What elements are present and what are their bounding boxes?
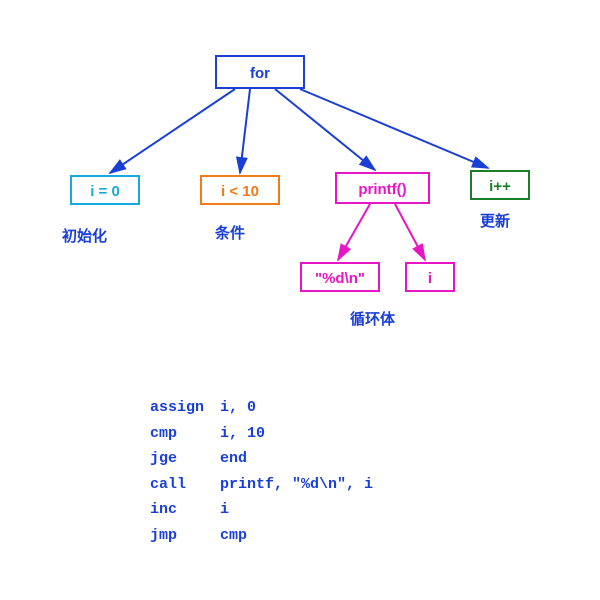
node-printf: printf(): [335, 172, 430, 204]
asm-op: call: [150, 472, 220, 498]
asm-args: i, 10: [220, 421, 265, 447]
asm-row: callprintf, "%d\n", i: [150, 472, 373, 498]
asm-row: cmpi, 10: [150, 421, 373, 447]
node-for: for: [215, 55, 305, 89]
asm-args: printf, "%d\n", i: [220, 472, 373, 498]
asm-op: assign: [150, 395, 220, 421]
caption-body: 循环体: [350, 308, 395, 329]
asm-row: assigni, 0: [150, 395, 373, 421]
node-init: i = 0: [70, 175, 140, 205]
asm-args: cmp: [220, 523, 247, 549]
asm-args: end: [220, 446, 247, 472]
asm-row: jgeend: [150, 446, 373, 472]
asm-row: jmpcmp: [150, 523, 373, 549]
node-cond: i < 10: [200, 175, 280, 205]
asm-listing: assigni, 0cmpi, 10jgeendcallprintf, "%d\…: [150, 395, 373, 548]
asm-op: inc: [150, 497, 220, 523]
node-ivar: i: [405, 262, 455, 292]
asm-args: i, 0: [220, 395, 256, 421]
asm-args: i: [220, 497, 229, 523]
asm-row: inci: [150, 497, 373, 523]
caption-init: 初始化: [62, 225, 107, 246]
asm-op: jmp: [150, 523, 220, 549]
node-fmt: "%d\n": [300, 262, 380, 292]
node-inc: i++: [470, 170, 530, 200]
asm-op: cmp: [150, 421, 220, 447]
caption-cond: 条件: [215, 222, 245, 243]
asm-op: jge: [150, 446, 220, 472]
caption-update: 更新: [480, 210, 510, 231]
